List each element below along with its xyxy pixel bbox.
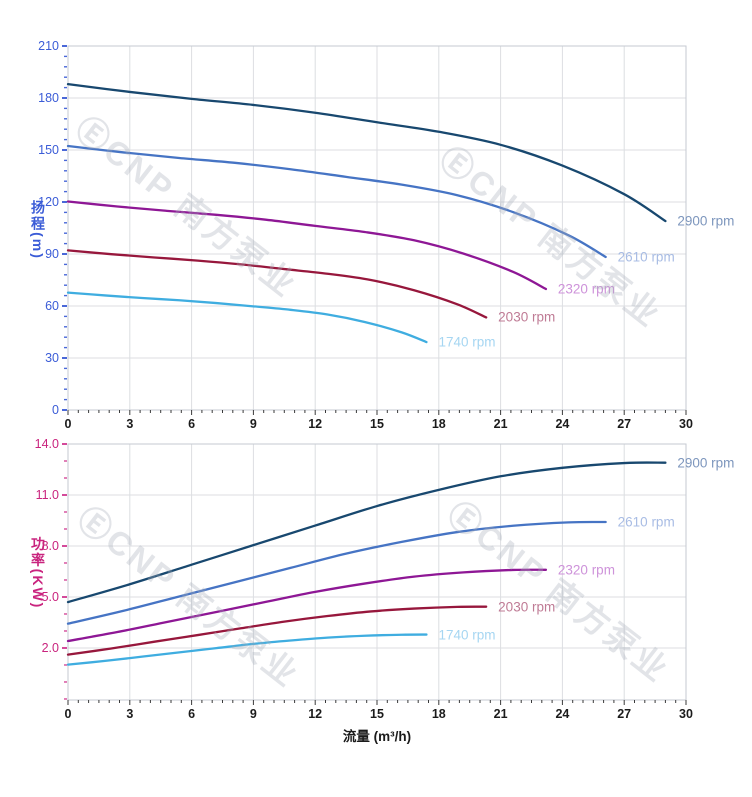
x-tick-label: 6 — [188, 706, 196, 721]
x-tick-label: 0 — [64, 706, 72, 721]
x-tick-label: 12 — [308, 706, 323, 721]
x-tick-label: 30 — [679, 706, 693, 721]
y-tick-label: 14.0 — [34, 436, 59, 451]
y-tick-label: 2.0 — [41, 640, 59, 655]
x-tick-label: 12 — [308, 416, 323, 431]
x-tick-label: 0 — [64, 416, 72, 431]
curve-2610rpm — [66, 520, 607, 625]
x-tick-label: 9 — [249, 706, 257, 721]
x-tick-label: 24 — [555, 416, 570, 431]
x-tick-label: 3 — [126, 706, 134, 721]
x-tick-label: 3 — [126, 416, 134, 431]
x-tick-label: 15 — [370, 706, 384, 721]
curve-2320rpm — [66, 200, 548, 291]
power-axis-title: 功率(KW) — [30, 536, 46, 610]
rpm-label-2610: 2610 rpm — [617, 514, 675, 530]
x-tick-label: 21 — [493, 706, 508, 721]
x-tick-label: 18 — [431, 416, 446, 431]
rpm-label-1740: 1740 rpm — [438, 626, 496, 642]
x-tick-label: 18 — [431, 706, 446, 721]
x-tick-label: 24 — [555, 706, 570, 721]
x-tick-label: 15 — [370, 416, 384, 431]
y-tick-label: 5.0 — [41, 589, 59, 604]
y-tick-label: 150 — [38, 142, 59, 157]
x-tick-label: 27 — [617, 706, 632, 721]
rpm-label-2030: 2030 rpm — [498, 598, 556, 614]
head-axis-title: 扬程(m) — [30, 200, 46, 260]
y-tick-label: 11.0 — [35, 487, 59, 502]
curve-2320rpm — [66, 568, 548, 643]
rpm-label-2900: 2900 rpm — [677, 454, 735, 470]
x-tick-label: 30 — [679, 416, 693, 431]
y-tick-label: 60 — [45, 298, 59, 313]
curve-2900rpm — [66, 82, 667, 223]
curve-2030rpm — [66, 249, 488, 319]
rpm-label-2030: 2030 rpm — [498, 309, 556, 325]
y-tick-label: 90 — [45, 246, 59, 261]
rpm-label-2320: 2320 rpm — [557, 281, 615, 297]
curve-1740rpm — [66, 291, 428, 344]
x-tick-label: 6 — [188, 416, 196, 431]
y-tick-label: 0 — [52, 402, 59, 417]
y-tick-label: 180 — [38, 90, 59, 105]
x-tick-label: 27 — [617, 416, 632, 431]
rpm-label-1740: 1740 rpm — [438, 334, 496, 350]
y-tick-label: 30 — [45, 350, 59, 365]
curve-2610rpm — [66, 144, 607, 259]
y-tick-label: 210 — [38, 38, 59, 53]
x-tick-label: 21 — [493, 416, 508, 431]
rpm-label-2900: 2900 rpm — [677, 213, 735, 229]
y-tick-label: 8.0 — [41, 538, 59, 553]
curve-1740rpm — [66, 633, 428, 666]
curve-2900rpm — [66, 461, 667, 604]
rpm-label-2320: 2320 rpm — [557, 562, 615, 578]
x-tick-label: 9 — [249, 416, 257, 431]
flow-axis-title: 流量 (m³/h) — [342, 729, 412, 744]
curve-2030rpm — [66, 605, 488, 656]
rpm-label-2610: 2610 rpm — [617, 249, 675, 265]
y-tick-label: 120 — [38, 194, 59, 209]
